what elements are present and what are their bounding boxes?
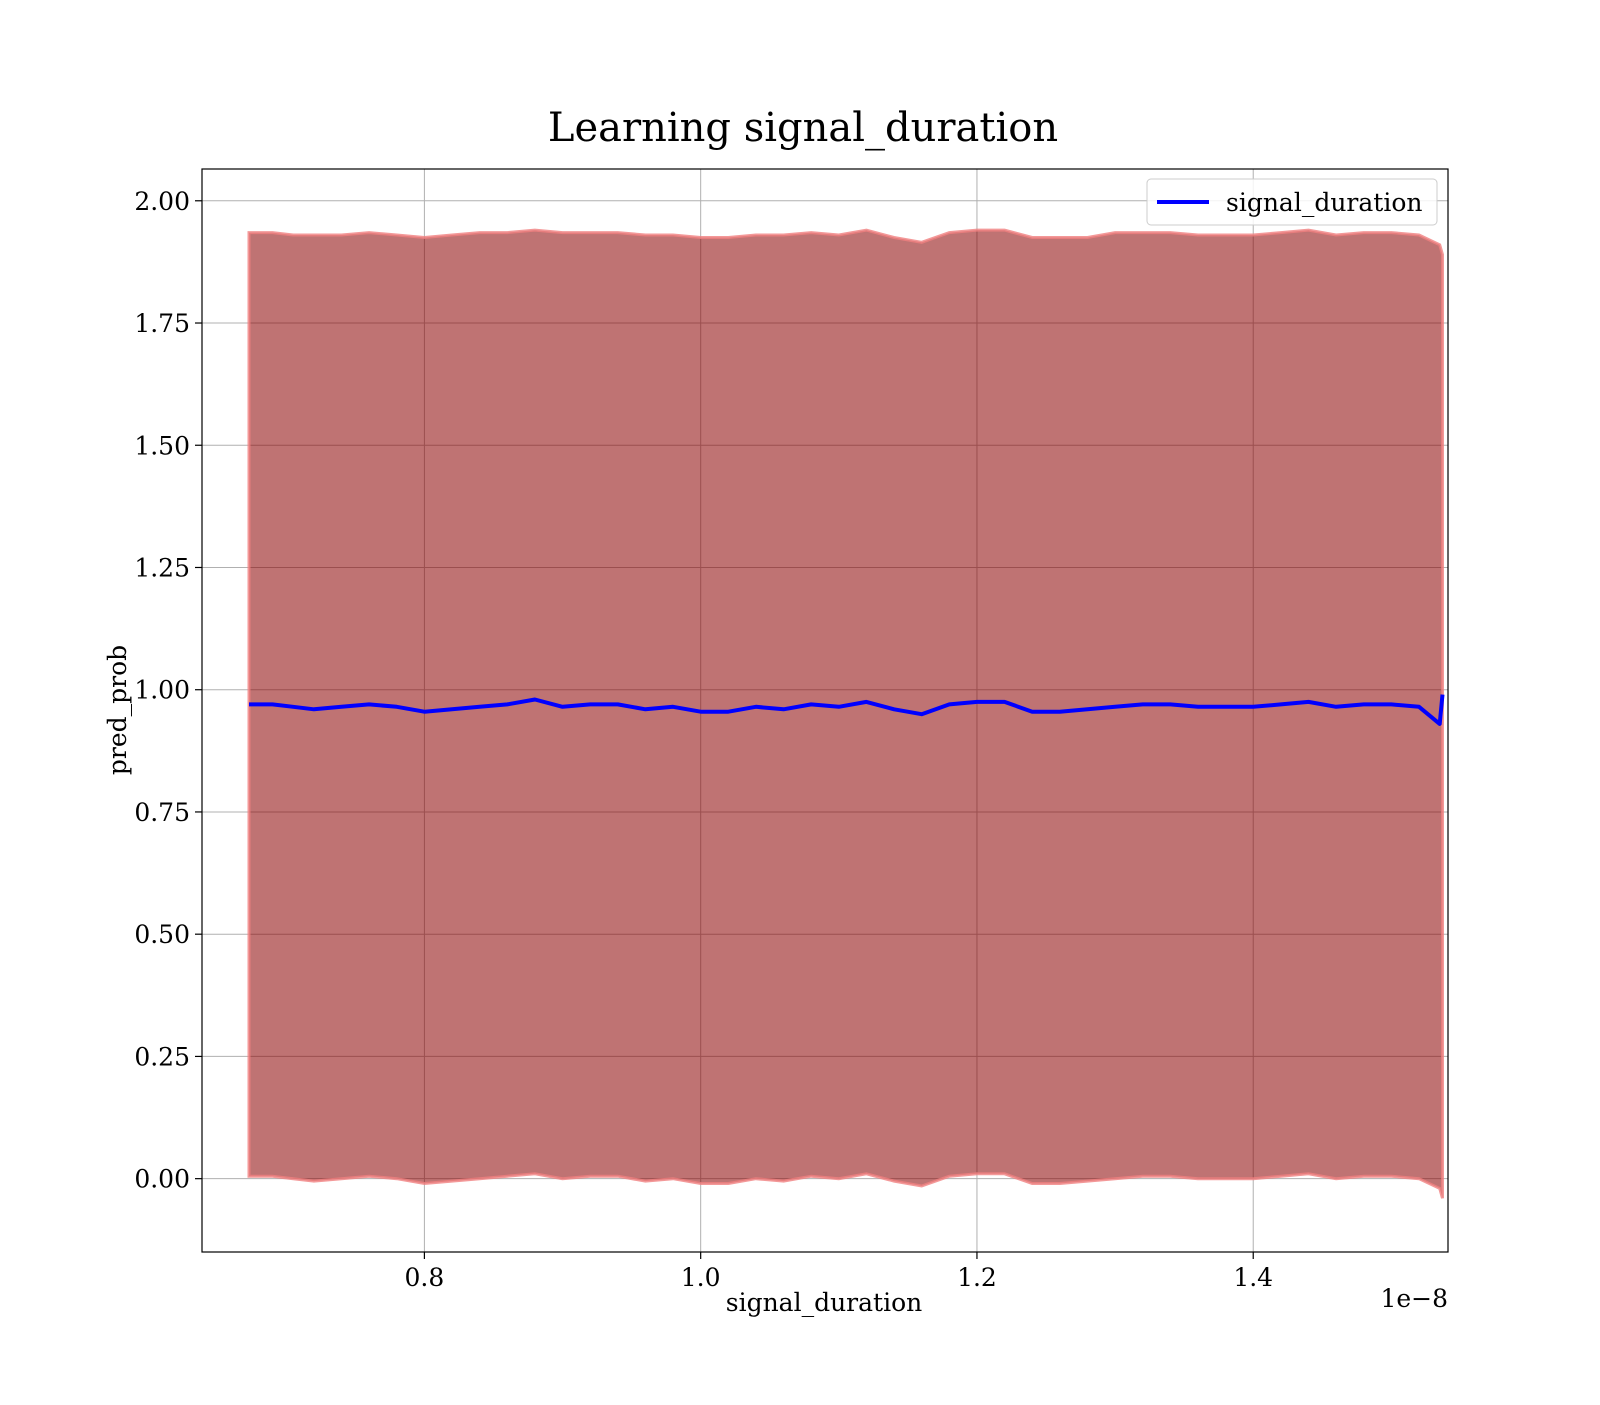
y-tick-label: 1.75 xyxy=(134,309,190,338)
y-tick-label: 0.25 xyxy=(134,1042,190,1071)
x-tick-label: 1.4 xyxy=(1233,1263,1273,1292)
y-axis-ticks: 0.00 0.25 0.50 0.75 1.00 1.25 1.50 1.75 2.00 xyxy=(134,187,202,1194)
series-line xyxy=(249,694,1445,726)
legend-frame xyxy=(1146,178,1438,226)
x-tick-label: 1.0 xyxy=(681,1263,721,1292)
y-tick-label: 0.00 xyxy=(134,1165,190,1194)
y-tick-label: 0.75 xyxy=(134,798,190,827)
x-axis-ticks: 0.8 1.0 1.2 1.4 xyxy=(405,1252,1273,1292)
confidence-band xyxy=(247,228,1444,1199)
legend-label: signal_duration xyxy=(1226,188,1422,217)
plot-frame xyxy=(201,168,1449,1253)
x-tick-label: 1.2 xyxy=(957,1263,997,1292)
y-tick-label: 0.50 xyxy=(134,920,190,949)
y-tick-label: 2.00 xyxy=(134,187,190,216)
x-tick-label: 0.8 xyxy=(405,1263,445,1292)
x-axis-offset-text: 1e−8 xyxy=(1380,1284,1448,1313)
data-lines xyxy=(249,694,1445,726)
y-tick-label: 1.25 xyxy=(134,553,190,582)
y-axis-label: pred_prob xyxy=(103,645,132,775)
chart-title: Learning signal_duration xyxy=(548,105,1058,151)
y-tick-label: 1.50 xyxy=(134,431,190,460)
legend: signal_duration xyxy=(1146,178,1438,226)
confidence-bands xyxy=(247,228,1444,1199)
y-tick-label: 1.00 xyxy=(134,676,190,705)
x-axis-label: signal_duration xyxy=(726,1288,922,1317)
